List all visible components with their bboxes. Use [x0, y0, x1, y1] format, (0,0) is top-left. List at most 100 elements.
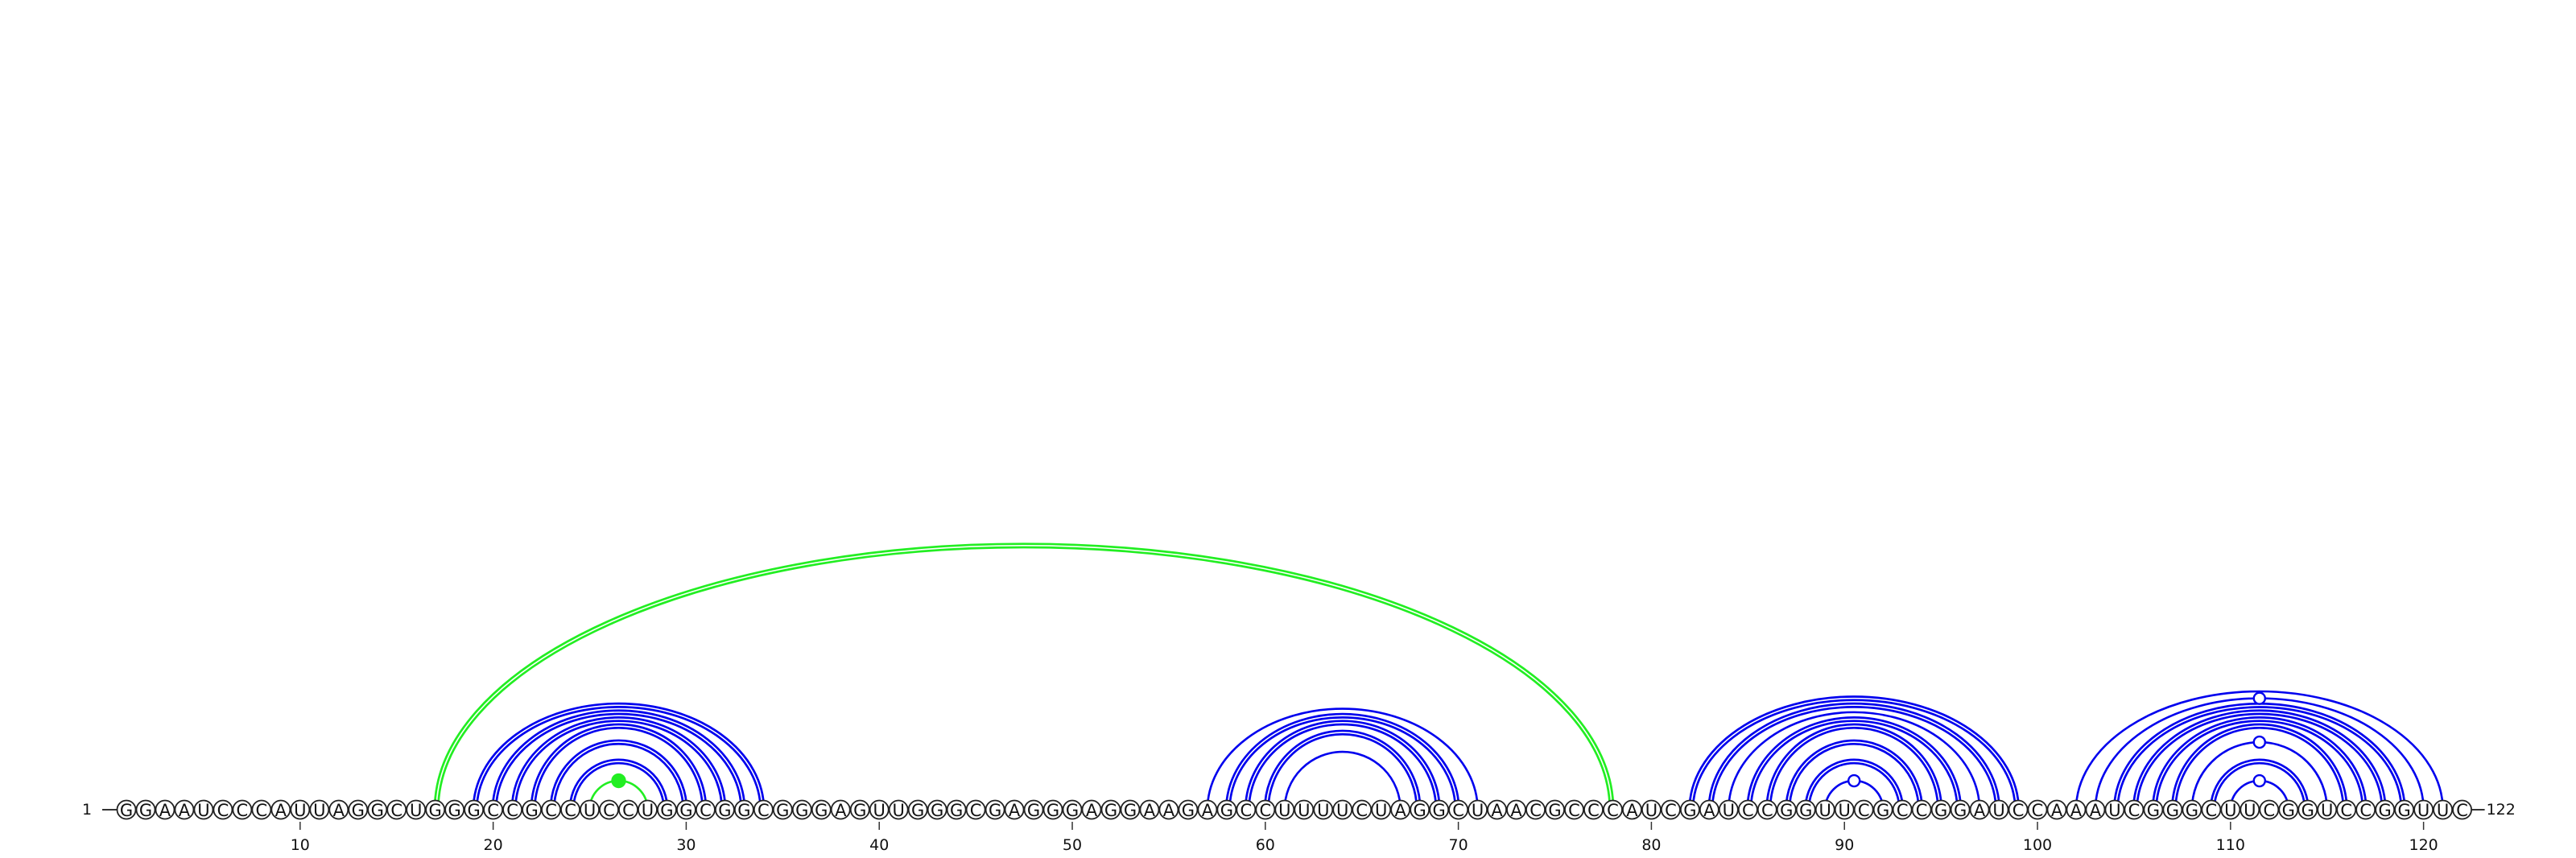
nt-letter-98: U: [1992, 801, 2004, 820]
nt-letter-109: C: [2206, 801, 2218, 820]
start-label: 1: [82, 801, 92, 819]
nt-circle-23: [541, 799, 561, 820]
nt-circle-16: [406, 799, 427, 820]
nt-circle-61: [1274, 799, 1295, 820]
nt-circle-7: [232, 799, 253, 820]
arc-17-78-gap: [436, 544, 1612, 811]
tick-label-80: 80: [1641, 836, 1661, 854]
nt-letter-84: U: [1723, 801, 1735, 820]
nt-circle-116: [2336, 799, 2357, 820]
nt-circle-87: [1776, 799, 1797, 820]
nt-letter-118: G: [2379, 801, 2392, 820]
nt-letter-107: G: [2166, 801, 2179, 820]
nt-circle-47: [1004, 799, 1025, 820]
nt-circle-36: [791, 799, 812, 820]
nt-circle-10: [290, 799, 311, 820]
nt-circle-8: [251, 799, 272, 820]
markers-layer: [611, 691, 2266, 789]
tick-label-20: 20: [484, 836, 503, 854]
nt-letter-90: U: [1839, 801, 1851, 820]
nt-circle-50: [1062, 799, 1083, 820]
nt-letter-25: U: [584, 801, 596, 820]
tick-label-40: 40: [869, 836, 889, 854]
nt-circle-63: [1313, 799, 1334, 820]
nt-circle-41: [888, 799, 909, 820]
nt-letter-122: C: [2456, 801, 2468, 820]
nt-circle-94: [1911, 799, 1932, 820]
nt-circle-102: [2066, 799, 2087, 820]
arc-57-71: [1206, 707, 1479, 811]
nt-letter-86: C: [1761, 801, 1773, 820]
nt-circle-112: [2259, 799, 2280, 820]
nt-letter-120: U: [2417, 801, 2429, 820]
nt-letter-26: C: [603, 801, 615, 820]
arc-85-96-gap: [1748, 718, 1960, 811]
nt-circle-73: [1506, 799, 1526, 820]
nt-circle-17: [425, 799, 446, 820]
nt-letter-68: G: [1414, 801, 1426, 820]
nt-letter-50: G: [1066, 801, 1079, 820]
nt-circle-44: [946, 799, 967, 820]
nt-letter-103: A: [2090, 801, 2102, 820]
nt-circle-38: [830, 799, 851, 820]
nt-circle-117: [2355, 799, 2376, 820]
nt-letter-7: C: [237, 801, 249, 820]
nt-letter-6: C: [217, 801, 229, 820]
nt-circle-69: [1429, 799, 1450, 820]
nt-circle-34: [753, 799, 774, 820]
nt-letter-42: G: [911, 801, 924, 820]
nt-letter-37: G: [815, 801, 828, 820]
nt-circle-74: [1525, 799, 1546, 820]
nt-circle-86: [1757, 799, 1777, 820]
nt-circle-110: [2220, 799, 2241, 820]
nt-circle-68: [1410, 799, 1430, 820]
nt-circle-107: [2162, 799, 2183, 820]
tick-label-70: 70: [1449, 836, 1468, 854]
nt-letter-58: G: [1220, 801, 1233, 820]
nt-circle-103: [2085, 799, 2106, 820]
arc-82-99: [1688, 695, 2021, 811]
nt-circle-119: [2394, 799, 2415, 820]
arc-87-94-gap: [1786, 741, 1922, 811]
nt-circle-106: [2143, 799, 2164, 820]
nt-circle-88: [1795, 799, 1816, 820]
nt-circle-98: [1988, 799, 2009, 820]
arc-104-119-gap: [2115, 704, 2404, 811]
nt-circle-46: [985, 799, 1005, 820]
nt-letter-5: U: [197, 801, 209, 820]
nt-circle-58: [1216, 799, 1237, 820]
nt-circle-26: [599, 799, 619, 820]
nt-letter-14: G: [371, 801, 384, 820]
nt-letter-24: C: [564, 801, 576, 820]
nt-letter-104: U: [2108, 801, 2120, 820]
nt-letter-12: A: [333, 801, 345, 820]
tick-label-100: 100: [2023, 836, 2052, 854]
nt-letter-88: G: [1799, 801, 1812, 820]
nt-circle-11: [309, 799, 330, 820]
nt-circle-37: [811, 799, 832, 820]
nt-circle-57: [1197, 799, 1218, 820]
nt-letter-63: U: [1317, 801, 1329, 820]
nt-letter-57: A: [1202, 801, 1214, 820]
arc-24-29-gap: [571, 761, 667, 811]
nt-circle-66: [1371, 799, 1392, 820]
nt-circle-104: [2104, 799, 2125, 820]
arc-107-116-gap: [2173, 725, 2346, 811]
nt-letter-49: G: [1046, 801, 1059, 820]
nt-letter-101: A: [2051, 801, 2063, 820]
nt-circle-60: [1255, 799, 1276, 820]
nt-circle-79: [1622, 799, 1642, 820]
nt-letter-71: U: [1472, 801, 1484, 820]
nt-letter-62: U: [1298, 801, 1310, 820]
nt-letter-27: C: [622, 801, 634, 820]
nt-letter-81: C: [1665, 801, 1677, 820]
nt-circle-67: [1390, 799, 1411, 820]
nt-letter-9: A: [275, 801, 287, 820]
end-label: 122: [2487, 801, 2516, 819]
nt-circle-70: [1448, 799, 1469, 820]
nt-circle-4: [174, 799, 195, 820]
arc-21-32-gap: [513, 718, 724, 811]
nt-letter-48: G: [1027, 801, 1040, 820]
nt-letter-96: G: [1954, 801, 1967, 820]
nt-letter-20: C: [487, 801, 499, 820]
